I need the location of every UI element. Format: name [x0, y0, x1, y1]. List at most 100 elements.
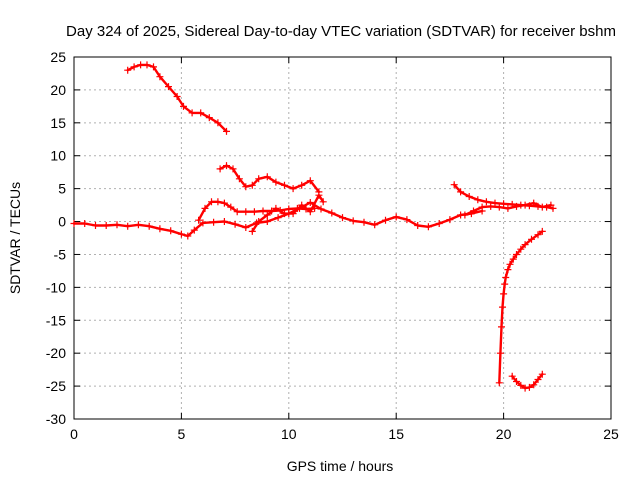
data-point: [474, 196, 482, 204]
y-axis-label: SDTVAR / TECUs: [7, 182, 23, 294]
data-point: [482, 198, 490, 206]
data-point: [371, 221, 379, 229]
data-point: [339, 214, 346, 222]
series-arc-1: [124, 61, 230, 135]
y-tick-label: -5: [54, 246, 67, 262]
data-point: [223, 162, 230, 170]
chart-title: Day 324 of 2025, Sidereal Day-to-day VTE…: [66, 23, 616, 40]
x-tick-label: 0: [70, 426, 78, 442]
y-tick-label: 5: [58, 181, 66, 197]
data-point: [259, 207, 267, 215]
data-point: [403, 216, 411, 224]
data-point: [538, 203, 546, 211]
plot-frame: [73, 56, 612, 420]
series-arc-8: [495, 227, 546, 387]
data-point: [360, 218, 368, 226]
data-point: [499, 303, 506, 311]
data-point: [233, 208, 241, 216]
data-series: [70, 61, 557, 392]
data-point: [235, 175, 243, 183]
data-point: [165, 83, 172, 91]
data-point: [274, 214, 282, 222]
data-point: [272, 178, 280, 186]
data-point: [177, 230, 185, 238]
axis-ticks: 0 5 10 15 20 25 -30 -25 -20 -15 -10 -5 0 5 10 15 20 25: [46, 49, 619, 442]
y-tick-label: 0: [58, 214, 66, 230]
data-point: [156, 225, 164, 233]
series-trace: [251, 194, 325, 233]
data-point: [281, 210, 288, 218]
data-point: [382, 216, 389, 224]
data-point: [255, 175, 263, 183]
series-arc-4: [216, 162, 323, 196]
series-trace: [218, 164, 321, 194]
data-point: [315, 191, 323, 199]
data-point: [214, 119, 222, 127]
data-point: [180, 102, 187, 110]
data-point: [504, 266, 512, 274]
data-point: [521, 384, 529, 392]
data-point: [289, 185, 297, 193]
series-trace: [498, 230, 544, 384]
data-point: [424, 223, 432, 231]
y-tick-label: -25: [46, 378, 66, 394]
x-tick-label: 15: [388, 426, 404, 442]
data-point: [496, 349, 504, 357]
data-point: [508, 372, 516, 380]
data-point: [145, 222, 153, 230]
data-point: [414, 222, 422, 229]
data-point: [195, 216, 203, 224]
data-point: [92, 222, 99, 229]
data-point: [446, 216, 454, 224]
data-point: [102, 222, 110, 229]
data-point: [517, 381, 525, 389]
data-point: [502, 274, 510, 281]
data-point: [242, 183, 250, 191]
data-point: [210, 218, 218, 226]
series-arc-2: [70, 199, 486, 240]
y-tick-label: 20: [50, 82, 66, 98]
data-point: [216, 165, 224, 173]
data-point: [70, 220, 78, 227]
data-point: [184, 232, 192, 240]
data-point: [495, 379, 503, 387]
data-point: [248, 181, 256, 189]
data-point: [205, 114, 213, 122]
data-point: [547, 201, 555, 209]
data-point: [272, 204, 280, 212]
data-point: [457, 188, 465, 196]
data-point: [281, 181, 288, 189]
series-arc-7: [461, 199, 555, 219]
series-arc-5: [248, 191, 327, 235]
data-point: [504, 204, 512, 212]
data-point: [227, 203, 235, 211]
data-point: [137, 61, 145, 69]
data-point: [188, 109, 196, 117]
data-point: [491, 199, 499, 207]
data-point: [470, 207, 477, 215]
data-point: [306, 199, 314, 206]
y-tick-label: -30: [46, 411, 66, 427]
data-point: [197, 109, 205, 117]
data-point: [500, 200, 508, 208]
data-point: [478, 203, 486, 211]
data-point: [201, 204, 209, 212]
y-tick-label: -15: [46, 312, 66, 328]
data-point: [495, 203, 503, 211]
series-arc-9: [508, 370, 546, 392]
data-point: [513, 378, 520, 385]
data-point: [328, 209, 336, 217]
x-axis-label: GPS time / hours: [287, 458, 394, 474]
data-point: [208, 198, 215, 206]
data-point: [530, 199, 538, 207]
data-point: [263, 211, 271, 219]
data-point: [248, 227, 256, 235]
data-point: [517, 245, 525, 253]
data-point: [220, 218, 228, 225]
data-point: [538, 370, 546, 378]
data-point: [124, 222, 132, 230]
data-point: [167, 227, 175, 235]
data-point: [509, 255, 517, 263]
data-point: [113, 221, 121, 229]
data-point: [501, 280, 509, 288]
